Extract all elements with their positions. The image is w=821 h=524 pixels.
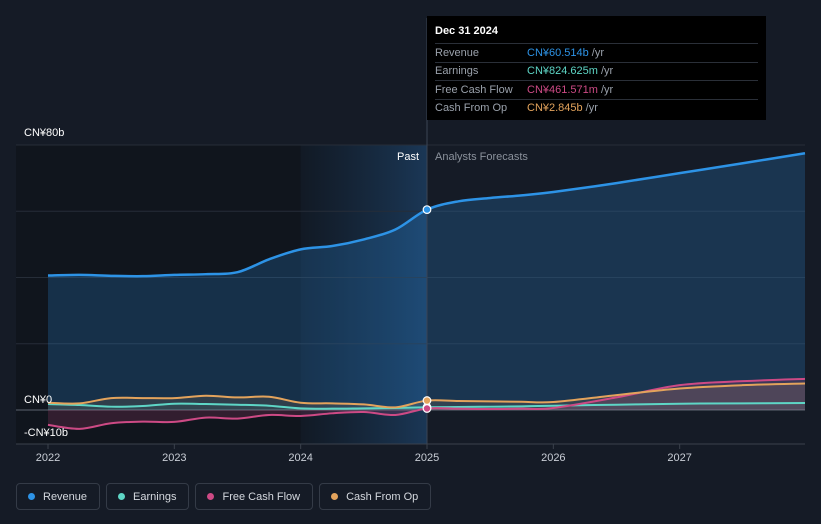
cash-from-op-dot-icon [331, 493, 339, 500]
revenue-line [47, 152, 806, 278]
legend: Revenue Earnings Free Cash Flow Cash Fro… [16, 483, 432, 510]
tooltip-row-revenue: Revenue CN¥60.514b /yr [435, 43, 758, 62]
legend-label: Revenue [43, 490, 88, 503]
tooltip-row-cash-from-op: Cash From Op CN¥2.845b /yr [435, 98, 758, 118]
free-cash-flow-area [48, 378, 805, 429]
x-tick-label: 2025 [415, 452, 439, 464]
tooltip-unit: /yr [600, 65, 614, 78]
free-cash-flow-dot-icon [207, 493, 215, 500]
tooltip-unit: /yr [600, 83, 614, 96]
tooltip-row-free-cash-flow: Free Cash Flow CN¥461.571m /yr [435, 80, 758, 99]
earnings-line [47, 402, 806, 410]
cash-from-op-area [48, 383, 805, 410]
tooltip-value: CN¥461.571m [527, 83, 598, 96]
y-axis-label: CN¥0 [24, 394, 52, 406]
legend-label: Earnings [133, 490, 177, 503]
tooltip-unit: /yr [591, 46, 605, 59]
tooltip-label: Cash From Op [435, 102, 508, 115]
tooltip-value: CN¥2.845b [527, 102, 583, 115]
past-label: Past [397, 151, 419, 163]
x-tick-label: 2024 [288, 452, 312, 464]
x-tick-label: 2022 [36, 452, 60, 464]
tooltip-value: CN¥824.625m [527, 65, 598, 78]
cash-from-op-line [47, 382, 806, 409]
revenue-dot-icon [28, 493, 35, 500]
tooltip: Dec 31 2024 Revenue CN¥60.514b /yr Earni… [427, 16, 766, 120]
recent-highlight [300, 145, 427, 444]
tooltip-label: Free Cash Flow [435, 83, 513, 96]
legend-label: Free Cash Flow [222, 490, 301, 503]
tooltip-value: CN¥60.514b [527, 46, 589, 59]
legend-item-earnings[interactable]: Earnings [106, 483, 190, 510]
forecast-label: Analysts Forecasts [435, 151, 528, 163]
legend-label: Cash From Op [346, 490, 419, 503]
earnings-dot-icon [118, 493, 126, 500]
y-axis-label: -CN¥10b [24, 427, 68, 439]
legend-item-free-cash-flow[interactable]: Free Cash Flow [195, 483, 314, 510]
free-cash-flow-line [47, 377, 806, 430]
tooltip-label: Revenue [435, 46, 480, 59]
x-tick-label: 2023 [162, 452, 186, 464]
gridlines [16, 144, 805, 445]
cash-from-op-marker [422, 396, 432, 405]
free-cash-flow-marker [422, 404, 432, 413]
x-tick-label: 2027 [667, 452, 691, 464]
x-tick-label: 2026 [541, 452, 565, 464]
legend-item-revenue[interactable]: Revenue [16, 483, 101, 510]
legend-item-cash-from-op[interactable]: Cash From Op [319, 483, 432, 510]
revenue-marker [422, 205, 432, 214]
y-axis-label: CN¥80b [24, 127, 64, 139]
tooltip-row-earnings: Earnings CN¥824.625m /yr [435, 61, 758, 81]
tooltip-date: Dec 31 2024 [435, 25, 498, 37]
tooltip-unit: /yr [585, 102, 598, 115]
tooltip-label: Earnings [435, 65, 479, 78]
